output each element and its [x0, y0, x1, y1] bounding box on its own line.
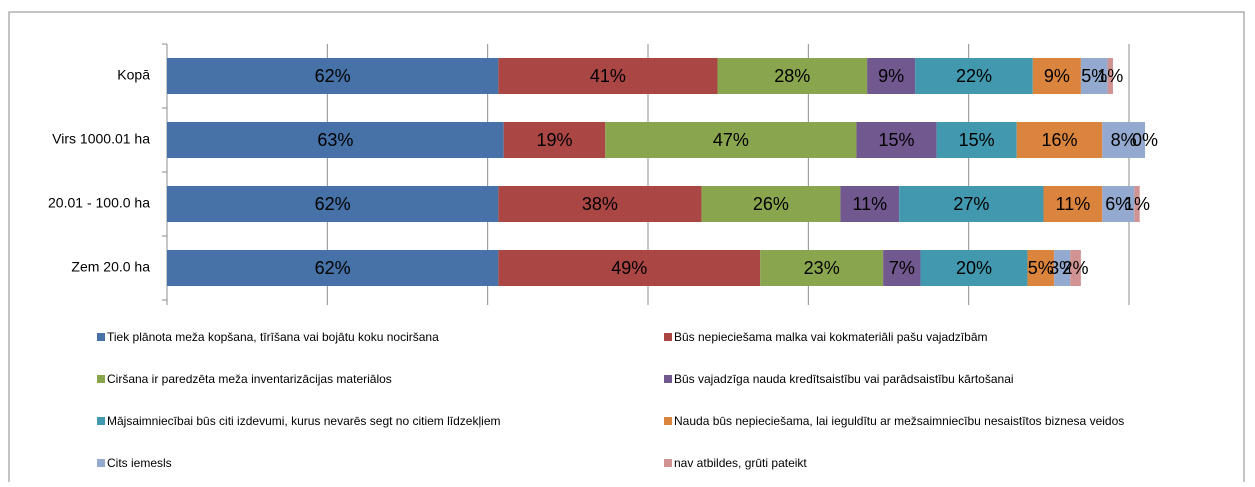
data-label: 3% — [1049, 258, 1075, 278]
legend-label: Būs nepieciešama malka vai kokmateriāli … — [674, 330, 987, 344]
data-label: 62% — [315, 66, 351, 86]
bar-segment — [1102, 122, 1146, 158]
bar-segment — [760, 250, 884, 286]
data-label: 27% — [953, 194, 989, 214]
y-tick-label: 20.01 - 100.0 ha — [48, 195, 150, 211]
bar-segment — [1054, 250, 1071, 286]
data-label: 6% — [1105, 194, 1131, 214]
y-tick-label: Kopā — [117, 67, 150, 83]
data-label: 49% — [611, 258, 647, 278]
data-label: 19% — [536, 130, 572, 150]
data-label: 62% — [315, 194, 351, 214]
legend-label: Ciršana ir paredzēta meža inventarizācij… — [107, 372, 392, 386]
bar-segment — [915, 58, 1033, 94]
legend-label: Mājsaimniecībai būs citi izdevumi, kurus… — [107, 414, 501, 428]
bar-segment — [1032, 58, 1081, 94]
data-label: 63% — [317, 130, 353, 150]
bar-segment — [840, 186, 900, 222]
legend-label: nav atbildes, grūti pateikt — [674, 456, 807, 470]
bar-segment — [936, 122, 1017, 158]
data-label: 15% — [959, 130, 995, 150]
bar-segment — [498, 186, 702, 222]
data-label: 38% — [582, 194, 618, 214]
bar-segment — [167, 186, 499, 222]
data-label: 1% — [1124, 194, 1150, 214]
bar-segment — [1107, 58, 1113, 94]
data-label: 9% — [1044, 66, 1070, 86]
bar-segment — [856, 122, 937, 158]
bar-segment — [899, 186, 1044, 222]
data-label: 16% — [1042, 130, 1078, 150]
legend-swatch — [97, 417, 105, 425]
data-label: 1% — [1097, 66, 1123, 86]
bar-segment — [498, 250, 761, 286]
y-tick-label: Zem 20.0 ha — [71, 259, 150, 275]
legend-swatch — [97, 333, 105, 341]
bar-segment — [1043, 186, 1103, 222]
bar-segment — [1102, 186, 1135, 222]
data-label: 5% — [1028, 258, 1054, 278]
data-label: 9% — [878, 66, 904, 86]
bar-segment — [1080, 58, 1108, 94]
data-label: 20% — [956, 258, 992, 278]
legend-swatch — [97, 459, 105, 467]
data-label: 15% — [879, 130, 915, 150]
legend-label: Nauda būs nepieciešama, lai ieguldītu ar… — [674, 414, 1124, 428]
bar-segment — [1070, 250, 1081, 286]
bar-segment — [167, 250, 499, 286]
y-tick-label: Virs 1000.01 ha — [52, 131, 150, 147]
data-label: 11% — [1056, 194, 1091, 214]
legend-swatch — [664, 459, 672, 467]
bar-segment — [498, 58, 718, 94]
legend-label: Tiek plānota meža kopšana, tīrīšana vai … — [107, 330, 439, 344]
data-label: 0% — [1132, 130, 1158, 150]
bar-segment — [1134, 186, 1140, 222]
legend-label: Būs vajadzīga nauda kredītsaistību vai p… — [674, 372, 1014, 386]
bar-segment — [167, 122, 504, 158]
data-label: 8% — [1111, 130, 1137, 150]
data-label: 28% — [774, 66, 810, 86]
data-label: 23% — [804, 258, 840, 278]
data-label: 7% — [889, 258, 915, 278]
data-label: 2% — [1063, 258, 1089, 278]
bar-segment — [1016, 122, 1103, 158]
bar-segment — [920, 250, 1028, 286]
legend-swatch — [97, 375, 105, 383]
data-label: 5% — [1081, 66, 1107, 86]
bar-segment — [701, 186, 841, 222]
data-label: 11% — [852, 194, 887, 214]
bar-segment — [1027, 250, 1055, 286]
bar-segment — [605, 122, 857, 158]
legend-label: Cits iemesls — [107, 456, 172, 470]
data-label: 62% — [315, 258, 351, 278]
legend-swatch — [664, 375, 672, 383]
data-label: 22% — [956, 66, 992, 86]
chart-border — [8, 11, 1245, 482]
data-label: 47% — [713, 130, 749, 150]
bar-segment — [867, 58, 916, 94]
data-label: 41% — [590, 66, 626, 86]
legend-swatch — [664, 417, 672, 425]
bar-segment — [503, 122, 606, 158]
bar-segment — [717, 58, 868, 94]
bar-segment — [167, 58, 499, 94]
bar-segment — [883, 250, 921, 286]
data-label: 26% — [753, 194, 789, 214]
legend-swatch — [664, 333, 672, 341]
